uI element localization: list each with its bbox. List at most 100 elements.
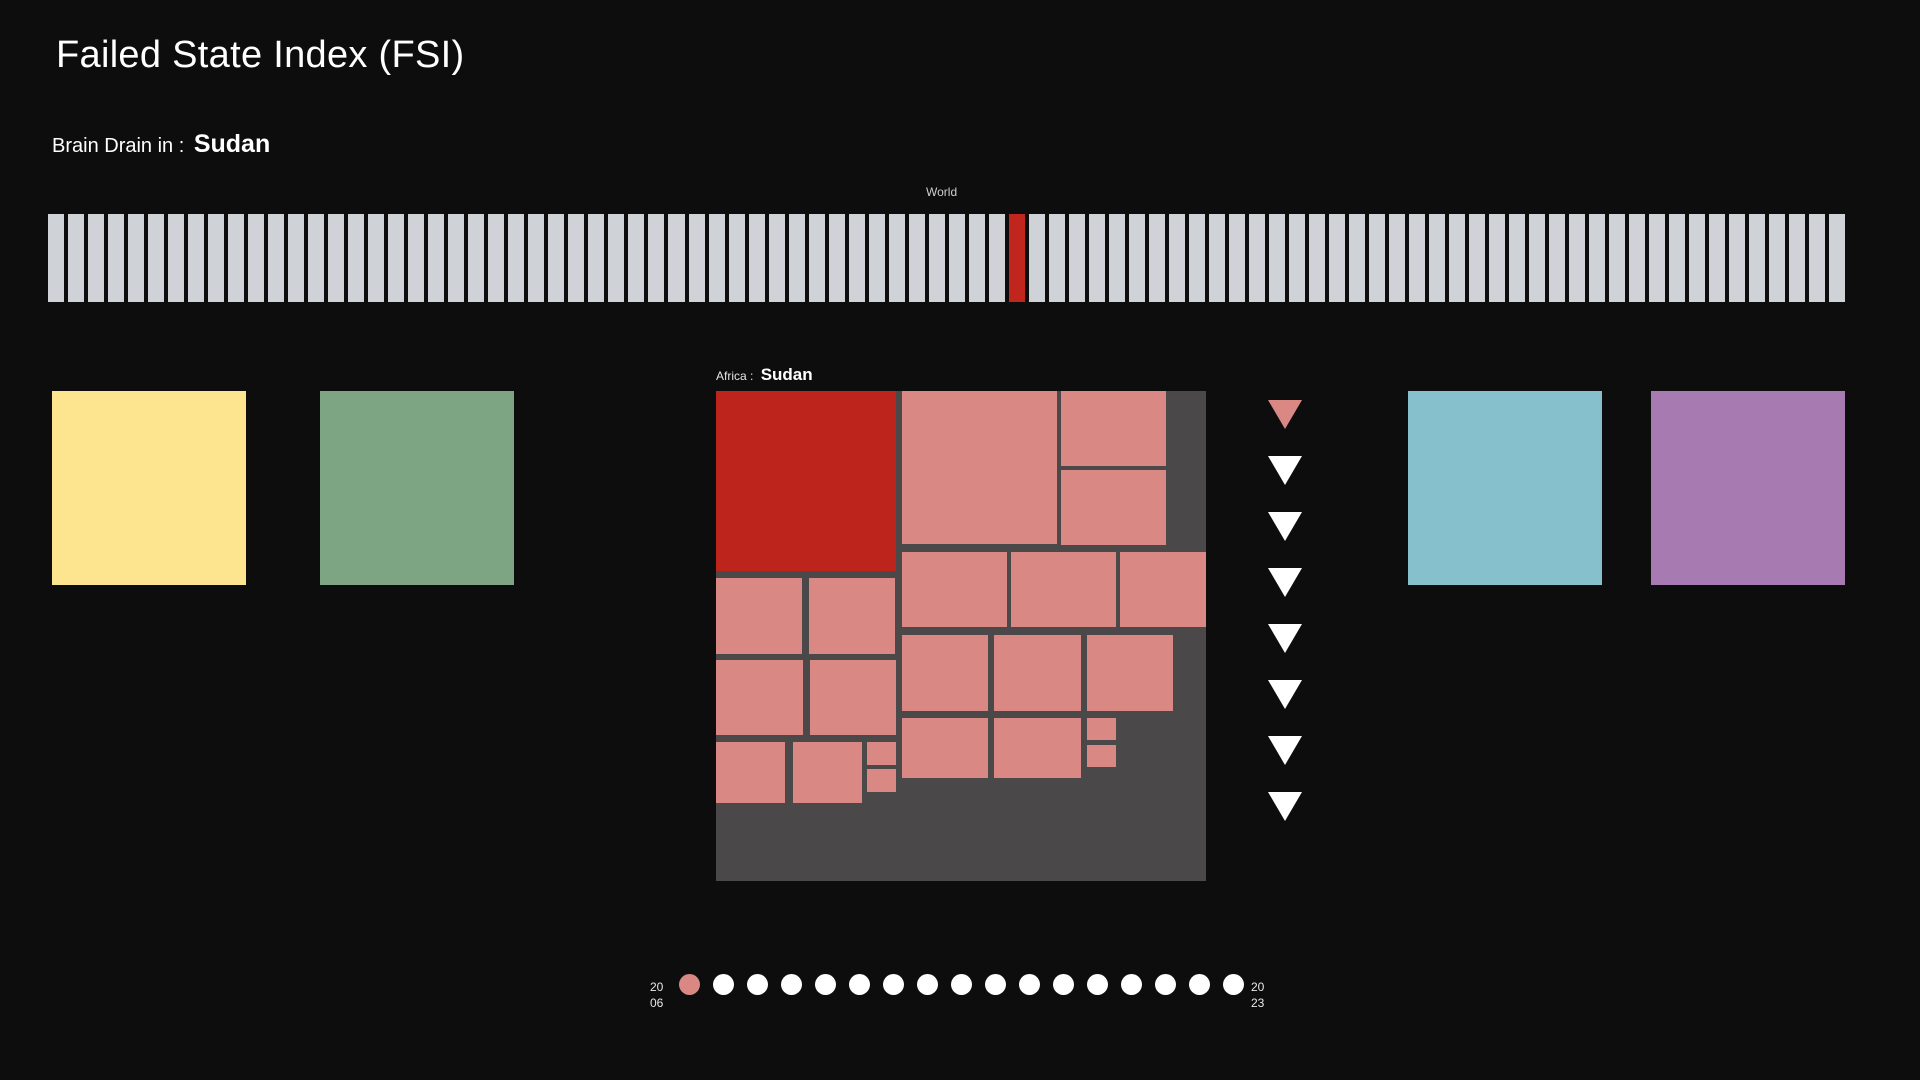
world-bar-country[interactable]: [1329, 214, 1346, 302]
world-bar-country[interactable]: [1228, 214, 1245, 302]
treemap-cell-country[interactable]: [716, 660, 803, 735]
world-bar-country[interactable]: [1469, 214, 1486, 302]
world-bar-country[interactable]: [428, 214, 445, 302]
world-bar-country[interactable]: [1629, 214, 1646, 302]
world-bar-country[interactable]: [1048, 214, 1065, 302]
timeline-year-dot[interactable]: [917, 974, 938, 995]
triangle-down-icon[interactable]: [1268, 456, 1302, 485]
timeline-year-dot[interactable]: [1019, 974, 1040, 995]
world-bar-country[interactable]: [688, 214, 705, 302]
treemap-cell-country[interactable]: [793, 742, 862, 803]
world-bar-country[interactable]: [1509, 214, 1526, 302]
triangle-down-icon[interactable]: [1268, 736, 1302, 765]
treemap-cell-country[interactable]: [867, 769, 896, 792]
triangle-down-icon[interactable]: [1268, 792, 1302, 821]
world-bar-country[interactable]: [68, 214, 85, 302]
world-bar-country[interactable]: [468, 214, 485, 302]
world-bar-country[interactable]: [608, 214, 625, 302]
world-bar-country[interactable]: [1389, 214, 1406, 302]
world-bar-country[interactable]: [348, 214, 365, 302]
world-bar-country[interactable]: [188, 214, 205, 302]
world-bar-country[interactable]: [1288, 214, 1305, 302]
world-bar-country[interactable]: [728, 214, 745, 302]
world-bar-country[interactable]: [1769, 214, 1786, 302]
world-bar-country[interactable]: [1409, 214, 1426, 302]
triangle-down-icon[interactable]: [1268, 512, 1302, 541]
world-bar-country[interactable]: [788, 214, 805, 302]
world-bar-country[interactable]: [828, 214, 845, 302]
world-bar-country[interactable]: [1369, 214, 1386, 302]
world-bar-country[interactable]: [568, 214, 585, 302]
world-bar-country[interactable]: [1168, 214, 1185, 302]
region-square-blue[interactable]: [1408, 391, 1602, 585]
world-bar-country[interactable]: [328, 214, 345, 302]
world-bar-country[interactable]: [1308, 214, 1325, 302]
triangle-down-icon[interactable]: [1268, 624, 1302, 653]
world-bar-country[interactable]: [148, 214, 165, 302]
timeline-year-dot[interactable]: [747, 974, 768, 995]
world-bar-country[interactable]: [848, 214, 865, 302]
world-bar-country[interactable]: [388, 214, 405, 302]
world-bar-selected-country[interactable]: [1008, 214, 1025, 302]
timeline-year-dot[interactable]: [1155, 974, 1176, 995]
treemap-cell-country[interactable]: [809, 578, 895, 654]
treemap-cell-country[interactable]: [902, 552, 1007, 627]
treemap-cell-country[interactable]: [867, 742, 896, 765]
world-bar-country[interactable]: [1449, 214, 1466, 302]
treemap-cell-country[interactable]: [1087, 635, 1173, 711]
world-bar-country[interactable]: [948, 214, 965, 302]
world-bar-country[interactable]: [968, 214, 985, 302]
world-bar-country[interactable]: [1188, 214, 1205, 302]
world-bar-country[interactable]: [488, 214, 505, 302]
world-bar-country[interactable]: [1128, 214, 1145, 302]
treemap-cell-selected-country[interactable]: [716, 391, 896, 571]
treemap-cell-country[interactable]: [902, 718, 988, 778]
treemap-cell-country[interactable]: [902, 635, 988, 711]
region-square-yellow[interactable]: [52, 391, 246, 585]
world-bar-country[interactable]: [1549, 214, 1566, 302]
world-bar-country[interactable]: [128, 214, 145, 302]
world-bar-country[interactable]: [1729, 214, 1746, 302]
world-bar-country[interactable]: [1248, 214, 1265, 302]
world-bar-country[interactable]: [888, 214, 905, 302]
treemap-cell-country[interactable]: [1087, 745, 1116, 767]
timeline-year-dot[interactable]: [985, 974, 1006, 995]
timeline-year-dot[interactable]: [1087, 974, 1108, 995]
timeline-year-dot[interactable]: [951, 974, 972, 995]
treemap-cell-country[interactable]: [902, 391, 1057, 544]
timeline-year-dot[interactable]: [1223, 974, 1244, 995]
world-bar-country[interactable]: [248, 214, 265, 302]
world-bar-country[interactable]: [988, 214, 1005, 302]
world-bar-country[interactable]: [548, 214, 565, 302]
world-bar-country[interactable]: [408, 214, 425, 302]
timeline-year-dot[interactable]: [849, 974, 870, 995]
world-bar-country[interactable]: [1689, 214, 1706, 302]
world-bar-country[interactable]: [1669, 214, 1686, 302]
world-bar-country[interactable]: [528, 214, 545, 302]
timeline-year-dot[interactable]: [815, 974, 836, 995]
world-bar-country[interactable]: [768, 214, 785, 302]
timeline-year-dot[interactable]: [781, 974, 802, 995]
world-bar-country[interactable]: [308, 214, 325, 302]
region-square-green[interactable]: [320, 391, 514, 585]
timeline-year-dot[interactable]: [713, 974, 734, 995]
world-bar-country[interactable]: [928, 214, 945, 302]
world-bar-country[interactable]: [288, 214, 305, 302]
world-bar-country[interactable]: [648, 214, 665, 302]
world-bar-country[interactable]: [368, 214, 385, 302]
world-bar-country[interactable]: [448, 214, 465, 302]
world-bar-country[interactable]: [1809, 214, 1826, 302]
world-bar-country[interactable]: [1028, 214, 1045, 302]
world-bar-country[interactable]: [48, 214, 65, 302]
treemap-cell-country[interactable]: [716, 742, 785, 803]
world-bar-country[interactable]: [1749, 214, 1766, 302]
world-bar-country[interactable]: [1148, 214, 1165, 302]
world-bar-country[interactable]: [668, 214, 685, 302]
treemap-cell-country[interactable]: [1087, 718, 1116, 740]
world-bar-country[interactable]: [1068, 214, 1085, 302]
treemap-cell-country[interactable]: [994, 718, 1081, 778]
world-bar-country[interactable]: [1649, 214, 1666, 302]
world-bar-country[interactable]: [1268, 214, 1285, 302]
world-bar-country[interactable]: [1429, 214, 1446, 302]
treemap-cell-country[interactable]: [1061, 391, 1166, 466]
